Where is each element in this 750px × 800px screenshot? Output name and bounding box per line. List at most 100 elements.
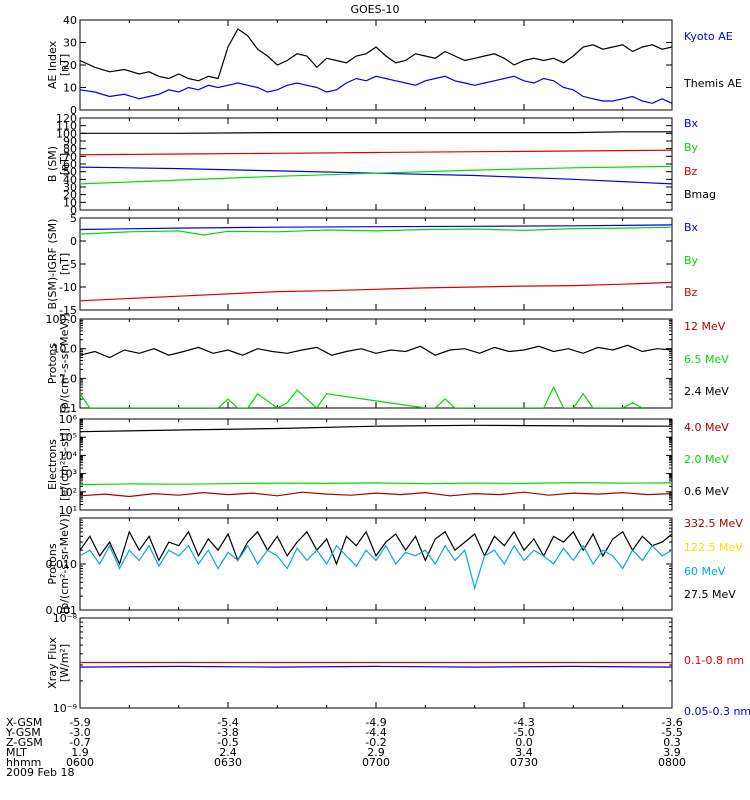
y-tick-label: 5	[70, 212, 77, 225]
legend-entry: Bx	[684, 117, 699, 130]
x-row-value: -4.4	[365, 726, 386, 739]
series-group	[80, 224, 672, 302]
x-row-value: 0630	[214, 756, 242, 769]
legend-entry: 122.5 MeV	[684, 541, 743, 554]
y-axis-label: B (SM)	[46, 146, 59, 182]
y-tick-label: 120	[56, 112, 77, 125]
x-row-value: 1.9	[71, 746, 89, 759]
x-row-value: -0.7	[69, 736, 90, 749]
x-row-value: 3.4	[515, 746, 533, 759]
y-tick-label: 30	[63, 181, 77, 194]
x-row-label: Y-GSM	[5, 726, 41, 739]
series-group	[80, 661, 672, 668]
legend-entry: 6.5 MeV	[684, 353, 729, 366]
x-row-value: -3.6	[661, 716, 682, 729]
series-group	[80, 131, 672, 185]
legend-entry: Bx	[684, 221, 699, 234]
series-line-60-mev	[80, 544, 672, 591]
y-tick-label: 40	[63, 173, 77, 186]
y-tick-label: 10⁵	[59, 431, 77, 444]
x-row-value: -0.2	[365, 736, 386, 749]
legend-entry: Bz	[684, 286, 698, 299]
x-row-value: -4.9	[365, 716, 386, 729]
y-axis-label: AE Index	[46, 40, 59, 89]
panel-ae: 0 10 20 30 40 AE Index [nT] Kyoto AE Themis AE	[46, 14, 742, 117]
panel-bigrf: -15 -10 -5 0 5 B(SM)-IGRF (SM) [nT] Bx By Bz	[46, 212, 699, 317]
y-tick-label: 0	[70, 204, 77, 217]
series-line-2-4-mev	[80, 344, 672, 359]
y-tick-label: 10⁶	[59, 413, 78, 426]
series-line-0-05-0-3-nm	[80, 665, 672, 668]
x-row-value: 2.9	[367, 746, 385, 759]
series-group	[80, 344, 672, 408]
legend-entry: Bmag	[684, 188, 716, 201]
x-row-value: 0700	[362, 756, 390, 769]
y-tick-label: 10²	[59, 486, 77, 499]
y-axis-label: Electrons	[46, 439, 59, 490]
y-axis-label: [e/(cm²-s-sr)]	[58, 428, 71, 501]
series-line-themis-ae	[80, 75, 672, 104]
y-axis-label: [W/m²]	[58, 644, 71, 682]
y-axis-label: [nT]	[58, 153, 71, 175]
x-row-value: 2.4	[219, 746, 237, 759]
y-axis-label: Xray Flux	[46, 637, 59, 689]
series-group	[80, 424, 672, 498]
legend-entry: 2.4 MeV	[684, 385, 729, 398]
y-axis-label: [p/(cm²-s-sr-MeV)]	[58, 314, 71, 414]
series-line-by	[80, 165, 672, 185]
y-tick-label: 20	[63, 59, 77, 72]
legend-entry: By	[684, 254, 699, 267]
series-line-bz	[80, 281, 672, 302]
legend-entry: Bz	[684, 165, 698, 178]
x-row-label: hhmm	[6, 756, 41, 769]
y-tick-label: 90	[63, 135, 77, 148]
y-tick-label: -5	[66, 258, 77, 271]
legend-entry: 4.0 MeV	[684, 421, 729, 434]
date-label: 2009 Feb 18	[6, 766, 74, 779]
series-line-27-5-mev	[80, 530, 672, 566]
x-row-value: -3.0	[69, 726, 90, 739]
y-tick-label: 1.0	[60, 372, 78, 385]
legend-entry: 0.6 MeV	[684, 485, 729, 498]
series-line-0-6-mev	[80, 424, 672, 433]
x-row-label: X-GSM	[6, 716, 42, 729]
y-tick-label: 10¹	[59, 504, 77, 517]
x-row-label: MLT	[6, 746, 27, 759]
legend-entry: 0.1-0.8 nm	[684, 654, 744, 667]
figure-title: GOES-10	[350, 3, 399, 16]
x-row-label: Z-GSM	[6, 736, 43, 749]
x-row-value: -5.9	[69, 716, 90, 729]
panel-frame	[79, 418, 673, 511]
legend-entry: 27.5 MeV	[684, 588, 736, 601]
x-row-value: 0730	[510, 756, 538, 769]
y-tick-label: 10⁻⁸	[53, 612, 78, 625]
y-axis-label: [p/(cm²-s-sr-MeV)]	[58, 514, 71, 614]
legend-entry: 0.05-0.3 nm	[684, 705, 750, 718]
y-tick-label: 10³	[59, 468, 77, 481]
y-tick-label: 30	[63, 37, 77, 50]
y-axis-label: Protons	[46, 343, 59, 384]
y-axis-label: B(SM)-IGRF (SM)	[46, 219, 59, 310]
series-line-bz	[80, 149, 672, 156]
x-row-value: -3.8	[217, 726, 238, 739]
y-tick-label: 10	[63, 196, 77, 209]
y-axis-label: [nT]	[58, 54, 71, 76]
y-axis-label: [nT]	[58, 253, 71, 275]
y-tick-label: 50	[63, 166, 77, 179]
y-tick-label: 60	[63, 158, 77, 171]
y-tick-label: 100	[56, 127, 77, 140]
series-line-bmag	[80, 131, 672, 134]
panel-frame	[79, 517, 673, 611]
y-tick-label: 10.0	[53, 343, 78, 356]
y-tick-label: -10	[59, 281, 77, 294]
legend-entry: By	[684, 141, 699, 154]
legend-entry: Themis AE	[683, 77, 742, 90]
panel-xray: 10⁻⁹ 10⁻⁸ Xray Flux [W/m²] 0.1-0.8 nm 0.05-0.…	[46, 612, 750, 718]
y-tick-label: 80	[63, 143, 77, 156]
legend-entry: Kyoto AE	[684, 30, 733, 43]
x-row-value: 0600	[66, 756, 94, 769]
